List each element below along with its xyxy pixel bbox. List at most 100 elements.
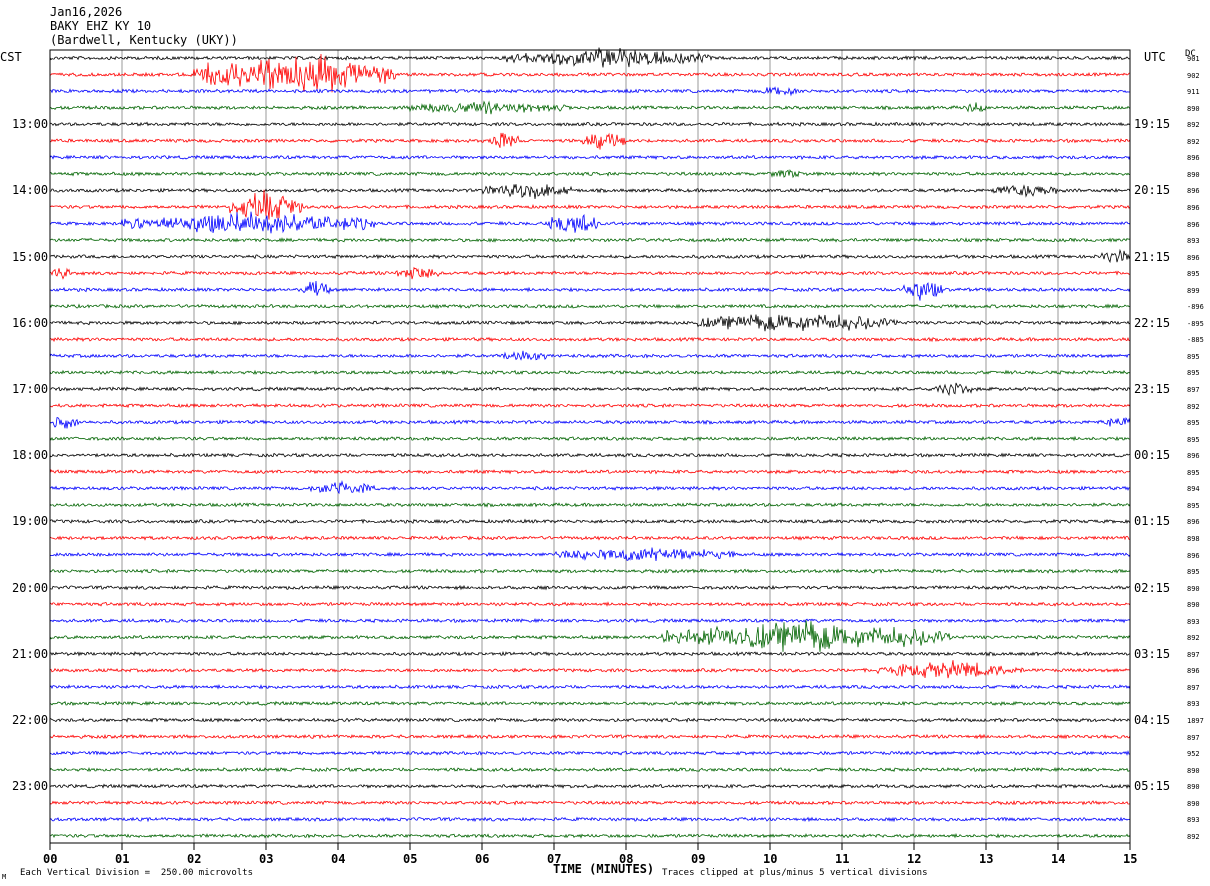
x-tick-label: 09 [691,852,706,866]
dc-offset-label: -896 [1187,303,1204,312]
seismic-trace-line [49,189,1131,220]
seismic-trace-line [49,184,1131,200]
dc-offset-label: 895 [1187,468,1200,477]
seismic-trace-line [49,683,1131,690]
dc-offset-label: 895 [1187,369,1200,378]
seismic-trace-line [49,816,1131,823]
left-timezone-label: CST [0,50,22,64]
seismic-trace-line [49,169,1131,179]
dc-offset-label: -885 [1187,336,1204,345]
left-hour-label: 21:00 [12,646,49,661]
right-timezone-label: UTC [1144,50,1166,64]
dc-offset-label: 890 [1187,766,1200,775]
dc-offset-label: 896 [1187,253,1200,262]
seismic-trace-line [49,502,1131,508]
dc-offset-label: 897 [1187,683,1200,692]
x-tick-label: 10 [763,852,778,866]
seismic-trace-line [49,601,1131,608]
seismic-trace-line [49,620,1131,652]
minute-gridlines [121,50,1059,843]
right-hour-label: 04:15 [1134,713,1171,727]
right-hour-label: 22:15 [1134,315,1171,330]
x-tick-label: 12 [907,852,922,866]
dc-offset-label: 897 [1187,650,1200,659]
left-hour-label: 15:00 [12,249,49,264]
dc-offset-label: 896 [1187,203,1200,212]
x-tick-label: 14 [1051,852,1066,866]
dc-offset-label: 895 [1187,419,1200,428]
left-hour-label: 23:00 [12,779,49,794]
seismic-trace-line [49,303,1131,310]
dc-offset-label: 897 [1187,733,1200,742]
dc-offset-label: 896 [1187,187,1200,196]
seismic-trace-line [49,617,1131,624]
dc-offset-label: 898 [1187,534,1200,543]
x-tick-label: 02 [187,852,202,866]
x-tick-label: 04 [331,852,346,866]
location-label: (Bardwell, Kentucky (UKY)) [50,33,238,47]
seismic-trace-line [49,766,1131,773]
seismic-trace-line [49,266,1131,280]
dc-offset-label: 896 [1187,154,1200,163]
x-axis-ticks [49,843,1131,850]
dc-offset-label: 892 [1187,832,1200,841]
seismic-trace-line [49,480,1131,495]
dc-offset-label: 890 [1187,170,1200,179]
seismic-trace-line [49,248,1131,264]
seismic-trace-line [49,800,1131,806]
seismic-trace-line [49,369,1131,376]
seismic-trace-line [49,750,1131,756]
seismic-trace-line [49,469,1131,475]
seismic-trace-line [50,402,1131,409]
x-tick-label: 13 [979,852,994,866]
plot-frame [49,49,1131,844]
x-tick-label: 01 [115,852,130,866]
date-label: Jan16,2026 [50,5,123,19]
seismic-trace-line [49,717,1131,723]
seismic-traces [49,47,1131,839]
x-axis-title: TIME (MINUTES) [553,862,655,876]
seismic-trace-line [49,47,1131,68]
dc-offset-label: 890 [1187,601,1200,610]
dc-offset-label: 896 [1187,551,1200,560]
seismic-trace-line [49,733,1131,740]
left-hour-label: 20:00 [12,580,49,595]
dc-offset-label: 894 [1187,485,1200,494]
dc-offset-label: 892 [1187,402,1200,411]
seismic-trace-line [50,100,1131,115]
seismic-trace-line [49,660,1131,679]
x-tick-label: 15 [1123,852,1138,866]
dc-offset-label: 895 [1187,435,1200,444]
dc-offset-label: 890 [1187,104,1200,113]
seismic-trace-line [49,121,1131,127]
seismic-trace-line [49,350,1131,361]
seismic-trace-line [49,518,1131,525]
dc-offset-label: -895 [1187,319,1204,328]
x-tick-label: 11 [835,852,850,866]
seismic-trace-line [49,547,1131,562]
left-hour-label: 22:00 [12,713,49,727]
dc-offset-label: 893 [1187,700,1200,709]
dc-offset-label: 899 [1187,286,1200,295]
dc-offset-label: 892 [1187,137,1200,146]
dc-offset-label: 892 [1187,121,1200,130]
dc-offset-label: 893 [1187,617,1200,626]
seismic-trace-line [49,584,1131,591]
x-tick-label: 08 [619,852,634,866]
right-hour-label: 23:15 [1134,382,1171,396]
x-tick-label: 00 [43,852,58,866]
seismic-trace-line [49,382,1131,397]
dc-offset-label: 902 [1187,71,1200,80]
seismic-trace-line [49,237,1131,243]
station-label: BAKY EHZ KY 10 [50,19,152,33]
clip-note: Traces clipped at plus/minus 5 vertical … [662,868,928,878]
right-hour-label: 19:15 [1134,117,1171,132]
dc-offset-label: 895 [1187,352,1200,361]
right-hour-label: 03:15 [1134,646,1171,661]
right-hour-label: 02:15 [1134,580,1171,595]
dc-offset-label: 890 [1187,783,1200,792]
dc-offset-label: 896 [1187,667,1200,676]
dc-offset-label: 897 [1187,386,1200,394]
seismic-trace-line [49,211,1131,234]
